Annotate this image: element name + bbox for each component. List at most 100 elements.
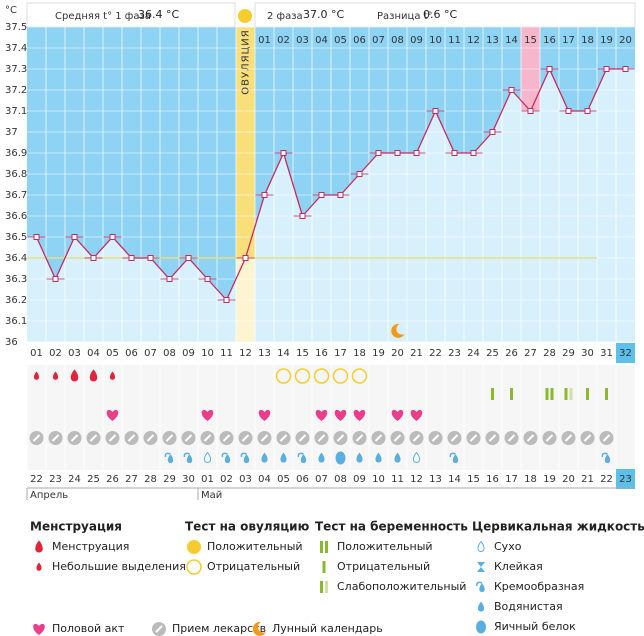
cycle-day: 26 bbox=[505, 348, 518, 359]
y-tick-label: 37.4 bbox=[5, 43, 27, 54]
y-tick-label: 37.5 bbox=[5, 22, 27, 33]
day-icon bbox=[261, 452, 268, 463]
day-icon bbox=[391, 323, 405, 338]
phase2-day: 19 bbox=[600, 35, 613, 46]
day-icon bbox=[89, 369, 98, 382]
y-tick-label: 37.3 bbox=[5, 64, 27, 75]
tail bbox=[297, 452, 304, 458]
drop bbox=[604, 454, 611, 463]
pill-line bbox=[70, 434, 79, 442]
day-icon bbox=[86, 431, 101, 445]
cycle-day: 28 bbox=[543, 348, 556, 359]
tail bbox=[449, 452, 456, 458]
date: 06 bbox=[296, 474, 309, 485]
phase2-day: 17 bbox=[562, 35, 575, 46]
day-icon bbox=[390, 431, 405, 445]
date: 01 bbox=[201, 474, 214, 485]
pill-line bbox=[279, 434, 288, 442]
day-icon bbox=[313, 368, 330, 384]
pill-line bbox=[155, 625, 163, 633]
date: 11 bbox=[391, 474, 404, 485]
ovulation-top bbox=[236, 27, 255, 258]
bar bbox=[569, 388, 573, 400]
pill-line bbox=[412, 434, 421, 442]
day-icon bbox=[143, 431, 158, 445]
egg-white bbox=[335, 451, 346, 465]
day-icon bbox=[276, 431, 291, 445]
pill-line bbox=[431, 434, 440, 442]
legend-label: Водянистая bbox=[494, 600, 563, 613]
phase2-day: 06 bbox=[353, 35, 366, 46]
day-icon bbox=[258, 409, 271, 421]
day-icon bbox=[545, 388, 554, 400]
day-icon bbox=[599, 431, 614, 445]
temp-point bbox=[33, 234, 40, 240]
cycle-day: 07 bbox=[144, 348, 157, 359]
day-icon bbox=[297, 452, 307, 463]
icon-rows: 01 22 Апрель 02 23 03 24 04 25 05 26 06 27 07 28 08 29 09… bbox=[26, 343, 636, 501]
temp-point bbox=[71, 234, 78, 240]
cycle-day: 08 bbox=[163, 348, 176, 359]
last-day-box bbox=[616, 343, 635, 363]
pill-line bbox=[165, 434, 174, 442]
day-icon bbox=[601, 452, 611, 463]
day-icon bbox=[605, 388, 608, 400]
temp-point bbox=[337, 192, 344, 198]
pill-line bbox=[564, 434, 573, 442]
phase2-day: 15 bbox=[524, 35, 537, 46]
phase2-day: 02 bbox=[277, 35, 290, 46]
bar bbox=[320, 541, 323, 553]
heart bbox=[201, 409, 214, 421]
day-icon bbox=[449, 452, 459, 463]
cycle-day: 01 bbox=[30, 348, 43, 359]
month: Май bbox=[201, 490, 222, 501]
cycle-day: 17 bbox=[334, 348, 347, 359]
legend-label: Половой акт bbox=[52, 622, 125, 635]
heart bbox=[391, 409, 404, 421]
day-icon bbox=[352, 431, 367, 445]
drop bbox=[300, 454, 307, 463]
day-icon bbox=[257, 431, 272, 445]
date: 14 bbox=[448, 474, 461, 485]
phase2-day: 14 bbox=[505, 35, 518, 46]
pill-line bbox=[298, 434, 307, 442]
temp-point bbox=[204, 276, 211, 282]
day-icon bbox=[428, 431, 443, 445]
legend-title: Менструация bbox=[30, 520, 122, 534]
phase2-value: 37.0 °C bbox=[303, 8, 344, 21]
date: 04 bbox=[258, 474, 271, 485]
bar bbox=[325, 581, 328, 593]
day-icon bbox=[315, 409, 328, 421]
phase2-label: 2 фаза bbox=[267, 11, 303, 22]
day-icon bbox=[356, 452, 363, 463]
temp-point bbox=[52, 276, 59, 282]
day-icon bbox=[33, 371, 40, 380]
day-icon bbox=[351, 368, 368, 384]
temp-point bbox=[584, 108, 591, 114]
temp-point bbox=[166, 276, 173, 282]
drop bbox=[36, 562, 42, 571]
day-icon bbox=[48, 431, 63, 445]
drop bbox=[412, 451, 421, 464]
temp-point bbox=[109, 234, 116, 240]
pill-line bbox=[203, 434, 212, 442]
date: 02 bbox=[220, 474, 233, 485]
tail bbox=[183, 452, 190, 458]
bar bbox=[586, 388, 589, 400]
day-icon bbox=[353, 409, 366, 421]
bar bbox=[545, 388, 549, 400]
pill-line bbox=[89, 434, 98, 442]
date: 23 bbox=[49, 474, 62, 485]
drop bbox=[35, 540, 43, 553]
y-tick-label: 36.9 bbox=[5, 148, 27, 159]
day-icon bbox=[203, 451, 212, 464]
heart bbox=[334, 409, 347, 421]
legend-label: Клейкая bbox=[494, 560, 543, 573]
cycle-day: 09 bbox=[182, 348, 195, 359]
drop bbox=[89, 369, 98, 382]
date: 28 bbox=[144, 474, 157, 485]
y-tick-label: 36.6 bbox=[5, 211, 27, 222]
cycle-day: 10 bbox=[201, 348, 214, 359]
cycle-day: 29 bbox=[562, 348, 575, 359]
temp-point bbox=[299, 213, 306, 219]
